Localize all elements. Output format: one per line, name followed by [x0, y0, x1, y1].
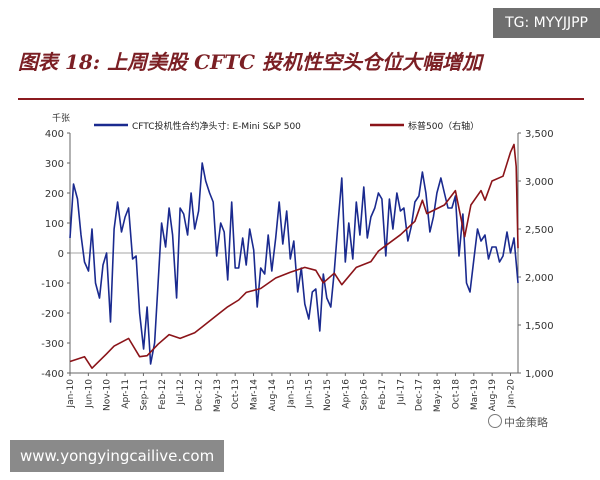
chart-legend: CFTC投机性合约净头寸: E-Mini S&P 500 标普500（右轴） [94, 120, 479, 132]
x-tick-label: Aug-14 [268, 379, 278, 412]
series-line-sp500 [69, 143, 519, 370]
tg-watermark: TG: MYYJJPP [493, 8, 600, 38]
y-left-tick-label: -100 [41, 279, 64, 290]
y-left-tick-label: 400 [45, 129, 64, 140]
brand-watermark: 中金策略 [488, 414, 548, 430]
title-divider [18, 98, 584, 100]
chart-axes: 千张 400 300 200 100 0 -100 -200 -300 -400 3,500 3,00… [41, 113, 553, 412]
y-right-tick-label: 3,000 [525, 177, 554, 188]
x-tick-label: Jul-12 [176, 379, 186, 406]
y-left-tick-label: 200 [45, 189, 64, 200]
x-tick-label: Oct-13 [231, 379, 241, 409]
y-left-tick-label: 300 [45, 159, 64, 170]
x-tick-label: Apr-16 [341, 379, 351, 409]
brand-icon [488, 414, 502, 428]
x-tick-label: Nov-10 [103, 379, 113, 411]
chart-title: 图表 18: 上周美股 CFTC 投机性空头仓位大幅增加 [18, 50, 482, 74]
x-tick-label: Nov-15 [323, 379, 333, 411]
x-tick-label: May-13 [213, 379, 223, 412]
y-left-tick-label: 0 [58, 249, 64, 260]
y-right-tick-label: 2,000 [525, 273, 554, 284]
y-right-tick-label: 2,500 [525, 225, 554, 236]
series-line-cftc [69, 162, 519, 365]
y-right-tick-label: 3,500 [525, 129, 554, 140]
legend-label-sp500: 标普500（右轴） [408, 120, 479, 132]
x-tick-label: Sep-16 [360, 379, 370, 411]
y-right-tick-label: 1,500 [525, 321, 554, 332]
x-tick-label: Jun-10 [84, 379, 94, 409]
x-tick-label: May-18 [433, 379, 443, 412]
x-tick-label: Feb-12 [158, 379, 168, 410]
x-tick-label: Feb-17 [378, 379, 388, 410]
x-tick-label: Jul-17 [396, 379, 406, 406]
y-right-tick-label: 1,000 [525, 369, 554, 380]
y-left-unit-label: 千张 [52, 113, 70, 124]
x-tick-label: Aug-19 [488, 379, 498, 412]
x-tick-label: Dec-17 [415, 379, 425, 411]
y-left-tick-label: -400 [41, 369, 64, 380]
y-left-tick-label: -200 [41, 309, 64, 320]
x-tick-label: Jan-20 [507, 379, 517, 409]
site-watermark: www.yongyingcailive.com [10, 440, 225, 472]
y-left-tick-label: -300 [41, 339, 64, 350]
legend-label-cftc: CFTC投机性合约净头寸: E-Mini S&P 500 [132, 120, 301, 132]
x-tick-label: Apr-11 [121, 379, 131, 409]
x-tick-label: Jun-15 [305, 379, 315, 409]
x-tick-label: Jan-10 [66, 379, 76, 409]
x-tick-label: Oct-18 [451, 379, 461, 410]
y-left-tick-label: 100 [45, 219, 64, 230]
x-tick-label: Jan-15 [286, 379, 296, 409]
x-tick-label: Dec-12 [194, 379, 204, 411]
x-tick-label: Mar-14 [250, 379, 260, 410]
chart-series [69, 143, 519, 370]
x-tick-label: Sep-11 [139, 379, 149, 411]
brand-text: 中金策略 [504, 416, 548, 429]
x-tick-label: Mar-19 [470, 379, 480, 410]
